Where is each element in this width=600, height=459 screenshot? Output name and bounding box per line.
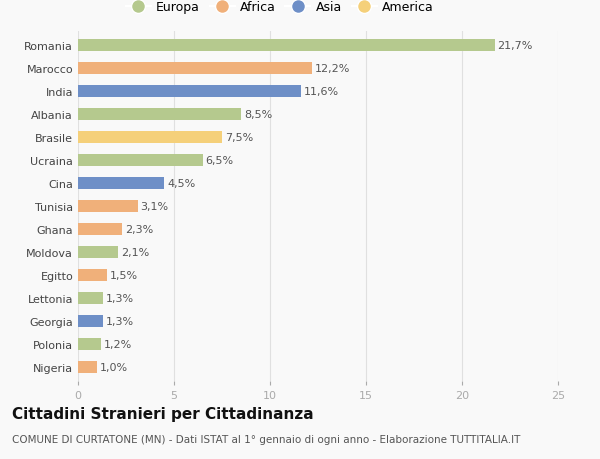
Text: 4,5%: 4,5% <box>167 179 196 189</box>
Bar <box>78 108 241 121</box>
Text: 6,5%: 6,5% <box>206 156 234 166</box>
Bar <box>78 62 312 75</box>
Bar <box>78 338 101 351</box>
Legend: Europa, Africa, Asia, America: Europa, Africa, Asia, America <box>121 0 439 19</box>
Bar <box>78 223 122 236</box>
Bar <box>78 85 301 98</box>
Text: 1,3%: 1,3% <box>106 293 134 303</box>
Text: 12,2%: 12,2% <box>315 64 350 74</box>
Text: 1,3%: 1,3% <box>106 316 134 326</box>
Text: 1,5%: 1,5% <box>110 270 138 280</box>
Bar <box>78 131 222 144</box>
Text: 11,6%: 11,6% <box>304 87 339 97</box>
Text: 1,0%: 1,0% <box>100 362 128 372</box>
Bar <box>78 200 137 213</box>
Bar <box>78 154 203 167</box>
Bar <box>78 292 103 305</box>
Text: 3,1%: 3,1% <box>140 202 169 212</box>
Bar <box>78 246 118 259</box>
Text: 7,5%: 7,5% <box>225 133 253 143</box>
Text: COMUNE DI CURTATONE (MN) - Dati ISTAT al 1° gennaio di ogni anno - Elaborazione : COMUNE DI CURTATONE (MN) - Dati ISTAT al… <box>12 434 520 444</box>
Bar <box>78 177 164 190</box>
Text: 8,5%: 8,5% <box>244 110 272 120</box>
Bar <box>78 315 103 328</box>
Bar <box>78 39 494 52</box>
Text: 2,1%: 2,1% <box>121 247 149 257</box>
Bar <box>78 269 107 282</box>
Text: Cittadini Stranieri per Cittadinanza: Cittadini Stranieri per Cittadinanza <box>12 406 314 421</box>
Text: 21,7%: 21,7% <box>497 41 533 51</box>
Text: 1,2%: 1,2% <box>104 339 132 349</box>
Text: 2,3%: 2,3% <box>125 224 153 235</box>
Bar <box>78 361 97 374</box>
